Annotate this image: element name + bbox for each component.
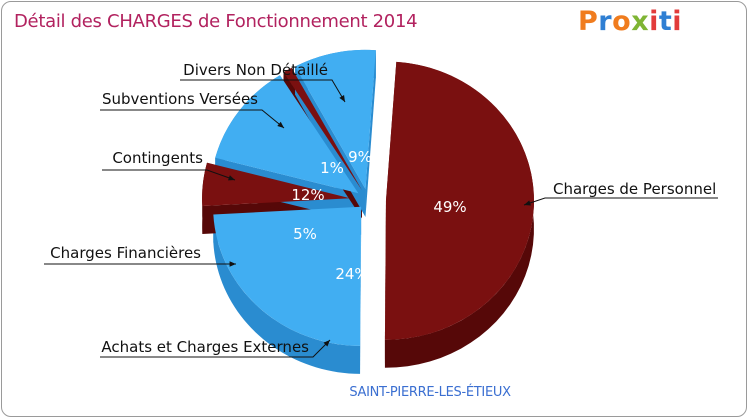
slice-percent-label: 24%: [335, 265, 368, 283]
logo-letter: i: [649, 6, 659, 37]
slice-subventions-vers-es[interactable]: [283, 67, 362, 191]
slice-percent-label: 9%: [348, 148, 372, 166]
slice-contingents[interactable]: [215, 75, 359, 194]
callout-label: Charges de Personnel: [553, 180, 716, 198]
slice-achats-et-charges-externes[interactable]: [213, 206, 362, 346]
callout-arrow: [524, 200, 531, 206]
slice-charges-de-personnel[interactable]: [384, 61, 534, 340]
callout-label: Subventions Versées: [102, 90, 258, 108]
callout-line: [523, 197, 718, 206]
slice-percent-label: 12%: [291, 186, 324, 204]
slice-percent-label: 49%: [433, 198, 466, 216]
slice-percent-label: 5%: [293, 225, 317, 243]
logo-letter: P: [578, 6, 599, 37]
logo-letter: x: [631, 6, 650, 37]
chart-title: Détail des CHARGES de Fonctionnement 201…: [14, 11, 418, 32]
proxiti-logo[interactable]: Proxiti: [578, 6, 682, 37]
callout-line: [100, 109, 285, 129]
callout-arrow: [228, 175, 235, 181]
slice-wall: [365, 50, 376, 217]
slice-side-achats-et-charges-externes: [213, 214, 361, 374]
callout-label: Achats et Charges Externes: [101, 338, 309, 356]
commune-name[interactable]: SAINT-PIERRE-LES-ÉTIEUX: [349, 385, 511, 400]
logo-letter: r: [598, 6, 613, 37]
callout-arrow: [323, 340, 330, 347]
callout-label: Contingents: [112, 149, 203, 167]
callout-arrow: [229, 261, 236, 267]
logo-letter: i: [672, 6, 683, 37]
slice-wall: [360, 206, 362, 374]
slice-percent-label: 1%: [320, 159, 344, 177]
slice-charges-financi-res[interactable]: [202, 162, 351, 207]
logo-letter: o: [612, 6, 632, 37]
callout-line: [180, 79, 346, 103]
logo-letter: t: [658, 6, 673, 37]
callout-label: Divers Non Détaillé: [183, 61, 328, 79]
callout-arrow: [277, 121, 284, 128]
callout-line: [102, 169, 236, 181]
callout-line: [100, 339, 331, 358]
callout-label: Charges Financières: [50, 244, 201, 262]
callout-arrow: [339, 95, 345, 102]
slice-divers-non-d-taill-[interactable]: [295, 49, 376, 189]
